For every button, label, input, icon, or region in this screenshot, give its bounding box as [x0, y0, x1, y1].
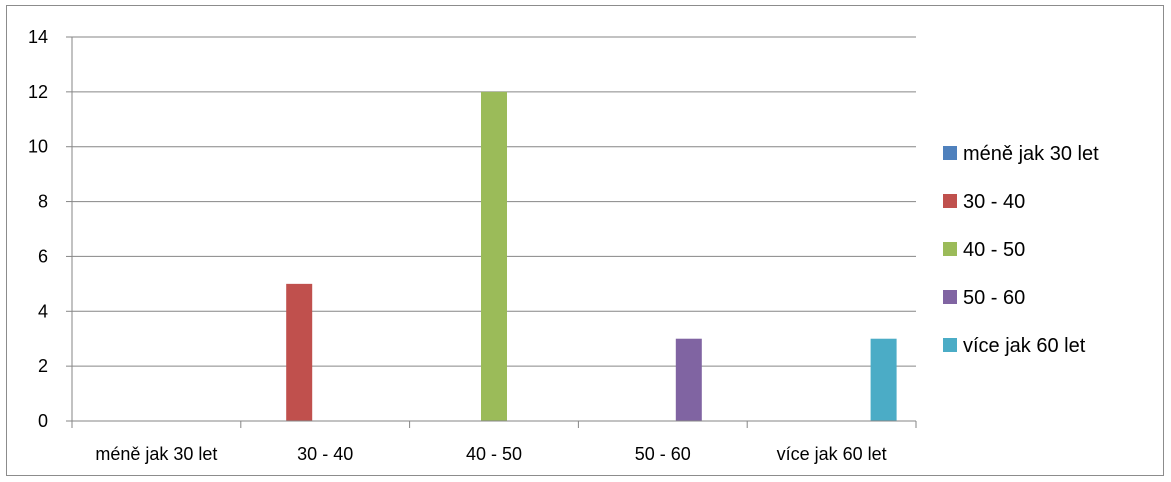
- legend-label: méně jak 30 let: [963, 143, 1099, 165]
- legend: méně jak 30 let 30 - 40 40 - 50 50 - 60 více…: [943, 143, 1099, 357]
- bar: [481, 91, 507, 421]
- bar: [286, 283, 313, 421]
- y-tick-label: 14: [28, 27, 48, 47]
- bar: [870, 338, 897, 421]
- y-tick-label: 6: [38, 246, 48, 266]
- chart-frame: [6, 5, 1164, 476]
- legend-label: 40 - 50: [963, 239, 1025, 261]
- x-tick-label: 30 - 40: [297, 444, 353, 464]
- legend-swatch: [943, 242, 957, 256]
- legend-swatch: [943, 290, 957, 304]
- legend-swatch: [943, 194, 957, 208]
- y-tick-label: 8: [38, 192, 48, 212]
- x-tick-label: více jak 60 let: [777, 444, 887, 464]
- legend-label: 50 - 60: [963, 287, 1025, 309]
- bar: [675, 338, 702, 421]
- y-tick-label: 10: [28, 137, 48, 157]
- x-tick-label: 50 - 60: [635, 444, 691, 464]
- legend-label: více jak 60 let: [963, 335, 1086, 357]
- legend-label: 30 - 40: [963, 191, 1025, 213]
- x-tick-label: méně jak 30 let: [95, 444, 217, 464]
- legend-swatch: [943, 338, 957, 352]
- y-tick-label: 12: [28, 82, 48, 102]
- x-tick-label: 40 - 50: [466, 444, 522, 464]
- y-axis-ticks: 0 2 4 6 8 10 12 14: [28, 27, 72, 431]
- bars: [286, 91, 897, 421]
- x-axis: méně jak 30 let 30 - 40 40 - 50 50 - 60 více…: [71, 37, 917, 464]
- legend-swatch: [943, 146, 957, 160]
- y-tick-label: 0: [38, 411, 48, 431]
- y-tick-label: 4: [38, 301, 48, 321]
- y-tick-label: 2: [38, 356, 48, 376]
